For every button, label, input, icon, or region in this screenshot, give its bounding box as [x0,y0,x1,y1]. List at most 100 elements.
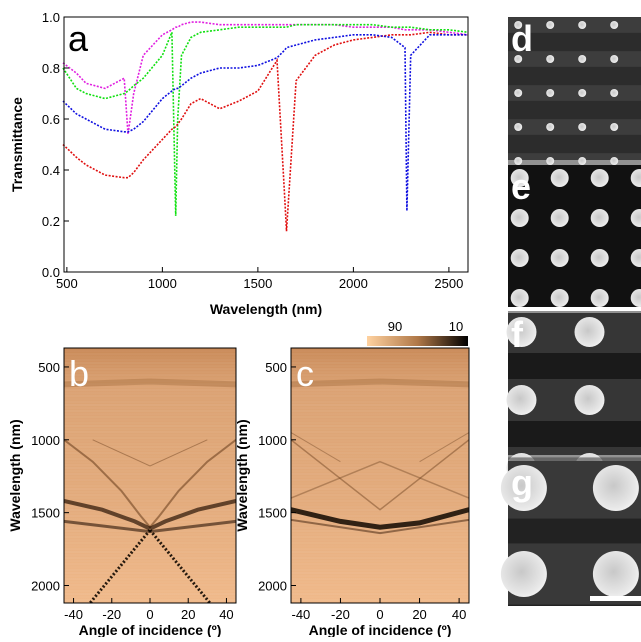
sem-particle [630,169,641,187]
heatmap-feature [291,518,469,535]
y-tick-label: 0.8 [42,61,60,76]
sem-particle [546,89,555,97]
y-tick-label: 1000 [31,433,60,448]
sem-particle [514,21,523,29]
x-tick-label: -40 [291,607,310,622]
sem-particle [550,169,569,187]
series-line [62,23,469,216]
sem-particle [500,465,547,511]
sem-particle [514,55,523,63]
y-tick-label: 1000 [258,433,287,448]
panel-label: e [511,166,531,207]
sem-particle [550,289,569,307]
y-tick-label: 500 [265,360,287,375]
heatmap-bg [64,348,236,603]
colorbar-label: 90 [388,319,402,334]
sem-particle [578,123,587,131]
sem-image [508,165,641,307]
sem-particle [592,465,639,511]
heatmap-feature [419,432,469,463]
x-tick-label: 2500 [434,276,463,291]
sem-particle [610,21,619,29]
x-tick-label: 1500 [243,276,272,291]
x-tick-label: -40 [64,607,83,622]
heatmap-feature [291,378,469,388]
heatmap-feature [149,499,236,531]
heatmap-feature [88,529,152,603]
sem-stripe [508,85,641,101]
sem-particle [506,385,537,415]
sem-particle [510,169,529,187]
heatmap-feature [92,439,208,467]
sem-particle [550,209,569,227]
heatmap-feature [64,439,151,528]
sem-particle [514,157,523,165]
sem-particle [506,317,537,347]
heatmap [64,348,236,603]
sem-particle [514,89,523,97]
sem-particle [610,55,619,63]
sem-particle [514,123,523,131]
sem-particle [578,21,587,29]
sem-particle [578,89,587,97]
sem-particle [578,157,587,165]
x-tick-label: 40 [452,607,466,622]
x-tick-label: 20 [412,607,426,622]
sem-stripe [508,119,641,135]
series-line [62,21,469,135]
x-tick-label: -20 [102,607,121,622]
panel-label: a [68,18,89,59]
x-tick-label: 1000 [148,276,177,291]
y-axis-label: Wavelength (nm) [7,419,23,531]
x-axis-label: Angle of incidence (º) [309,622,452,637]
series-line [62,31,468,232]
x-tick-label: -20 [331,607,350,622]
y-tick-label: 0.4 [42,163,60,178]
sem-particle [500,551,547,597]
sem-particle [550,249,569,267]
sem-stripe [508,153,641,169]
y-tick-label: 0.0 [42,265,60,280]
y-tick-label: 0.2 [42,214,60,229]
sem-particle [510,249,529,267]
sem-particle [610,123,619,131]
x-tick-label: 40 [219,607,233,622]
sem-stripe [508,17,641,33]
y-axis-label: Transmittance [9,97,25,192]
heatmap-feature [64,378,236,388]
plot-frame [63,16,469,273]
heatmap-bg [291,348,469,603]
scale-bar [590,596,641,601]
x-axis-label: Angle of incidence (º) [79,622,222,637]
sem-particle [630,289,641,307]
sem-particle [578,55,587,63]
sem-particle [590,169,609,187]
panel-label: d [511,18,533,59]
sem-particle [610,89,619,97]
sem-particle [610,157,619,165]
sem-particle [590,209,609,227]
sem-particle [510,209,529,227]
sem-particle [590,249,609,267]
heatmap-feature [291,439,469,511]
x-tick-label: 500 [56,276,78,291]
y-tick-label: 1500 [31,506,60,521]
panel-label: c [296,353,314,394]
x-tick-label: 0 [376,607,383,622]
sem-particle [510,289,529,307]
y-tick-label: 2000 [258,579,287,594]
panel-label: g [511,462,533,503]
sem-particle [574,317,605,347]
heatmap-feature [148,529,212,603]
y-tick-label: 0.6 [42,112,60,127]
sem-particle [546,123,555,131]
y-tick-label: 1.0 [42,10,60,25]
y-tick-label: 1500 [258,506,287,521]
y-tick-label: 2000 [31,579,60,594]
sem-particle [546,21,555,29]
heatmap-feature [64,499,151,531]
heatmap-feature [149,439,236,528]
sem-stripe [508,51,641,67]
sem-particle [546,157,555,165]
